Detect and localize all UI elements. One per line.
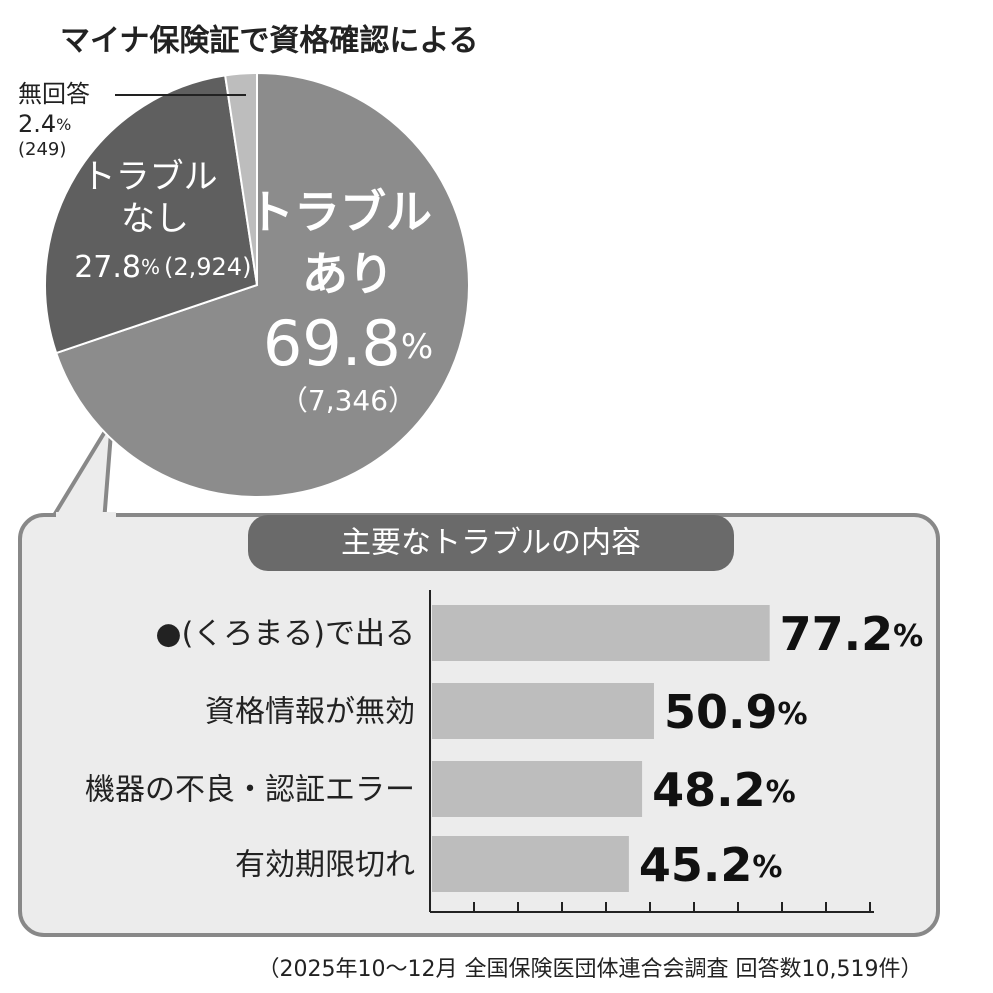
bar: [432, 605, 770, 661]
bar: [432, 761, 643, 817]
category-label: 有効期限切れ: [235, 848, 415, 883]
bar-title: 主要なトラブルの内容: [341, 526, 641, 561]
category-label: 資格情報が無効: [205, 695, 415, 730]
callout-join: [56, 512, 116, 526]
bar: [432, 683, 654, 739]
slice-label: トラブル なし: [82, 157, 229, 239]
title: マイナ保険証で資格確認による: [60, 24, 479, 59]
slice-value: 69.8%: [263, 307, 433, 380]
slice-count: (249): [18, 139, 66, 160]
bar-header: [248, 515, 734, 571]
slice-label: 無回答: [18, 80, 90, 108]
value-label: 48.2%: [652, 763, 796, 817]
bar: [432, 836, 629, 892]
pie-slice: [44, 74, 259, 355]
value-label: 77.2%: [780, 607, 924, 661]
source: （2025年10〜12月 全国保険医団体連合会調査 回答数10,519件）: [258, 957, 923, 982]
value-label: 50.9%: [664, 685, 808, 739]
pie-slice: [224, 71, 258, 286]
slice-value: 27.8%: [74, 250, 160, 285]
pie-slice: [54, 71, 470, 498]
category-label: ●(くろまる)で出る: [155, 617, 415, 652]
value-label: 45.2%: [639, 838, 783, 892]
slice-value: 2.4%: [18, 110, 71, 138]
callout: [46, 418, 114, 524]
slice-count: (2,924): [164, 253, 251, 281]
slice-label: トラブル あり: [248, 185, 448, 301]
category-label: 機器の不良・認証エラー: [85, 773, 415, 808]
slice-count: （7,346）: [280, 384, 416, 417]
